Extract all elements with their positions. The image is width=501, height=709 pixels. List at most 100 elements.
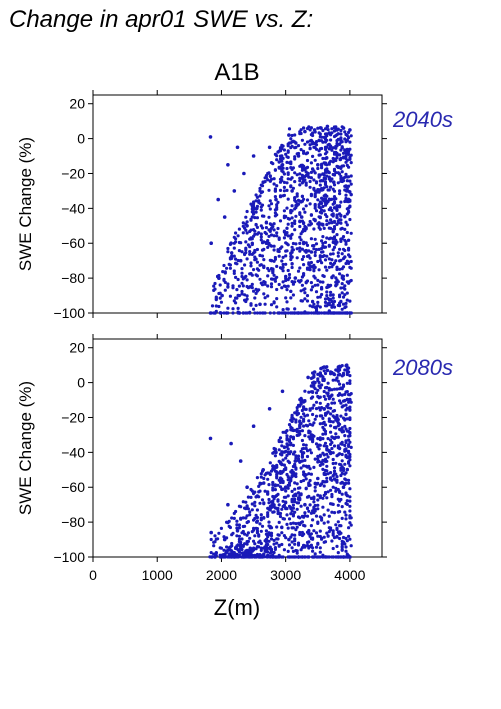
scatter-point bbox=[277, 160, 281, 164]
scatter-point bbox=[225, 520, 229, 524]
scatter-point bbox=[326, 520, 330, 524]
scatter-point bbox=[277, 553, 281, 558]
data-point bbox=[261, 468, 266, 472]
scatter-point bbox=[294, 474, 298, 479]
scatter-point bbox=[349, 231, 353, 235]
scatter-point bbox=[330, 478, 334, 482]
scatter-point bbox=[285, 181, 289, 185]
scatter-point bbox=[343, 284, 347, 288]
scatter-point bbox=[245, 220, 249, 224]
scatter-point bbox=[309, 176, 313, 180]
scatter-point bbox=[302, 242, 306, 246]
scatter-point bbox=[269, 202, 274, 206]
scatter-point bbox=[267, 471, 271, 475]
scatter-point bbox=[259, 208, 263, 212]
y-tick-label: −100 bbox=[53, 305, 85, 321]
scatter-point bbox=[214, 298, 218, 302]
scatter-point bbox=[295, 482, 299, 486]
scatter-point bbox=[281, 480, 285, 485]
scatter-point bbox=[348, 434, 352, 438]
scatter-point bbox=[239, 547, 243, 551]
scatter-point bbox=[278, 514, 283, 519]
scatter-point bbox=[326, 188, 330, 192]
scatter-point bbox=[276, 537, 280, 541]
scatter-point bbox=[264, 226, 268, 230]
scatter-point bbox=[314, 305, 319, 309]
scatter-point bbox=[314, 308, 319, 312]
scatter-point bbox=[296, 269, 301, 273]
data-point bbox=[238, 459, 243, 463]
scatter-point bbox=[313, 283, 317, 287]
scatter-point bbox=[254, 257, 258, 261]
scatter-point bbox=[318, 200, 322, 204]
scatter-point bbox=[308, 147, 312, 151]
scatter-point bbox=[329, 438, 333, 442]
scatter-point bbox=[294, 454, 298, 458]
data-point bbox=[322, 407, 327, 411]
scatter-point bbox=[249, 202, 253, 206]
scatter-point bbox=[314, 514, 319, 518]
data-point bbox=[280, 389, 285, 394]
scatter-point bbox=[344, 492, 348, 496]
scatter-point bbox=[245, 297, 249, 301]
scatter-point bbox=[323, 432, 328, 436]
scatter-point bbox=[331, 293, 335, 297]
data-point bbox=[303, 129, 307, 134]
scatter-point bbox=[321, 235, 325, 239]
scatter-point bbox=[245, 278, 249, 282]
data-point bbox=[335, 128, 339, 132]
scatter-point bbox=[336, 435, 340, 439]
scatter-point bbox=[339, 468, 343, 472]
scatter-point bbox=[334, 197, 338, 201]
scatter-point bbox=[299, 521, 303, 525]
scatter-point bbox=[234, 231, 238, 235]
scatter-point bbox=[287, 423, 292, 427]
scatter-point bbox=[322, 453, 326, 457]
scatter-point bbox=[269, 537, 274, 541]
scatter-point bbox=[339, 442, 343, 446]
scatter-point bbox=[264, 174, 268, 178]
scatter-point bbox=[344, 439, 348, 443]
scatter-point bbox=[318, 374, 322, 378]
data-point bbox=[258, 302, 262, 307]
scatter-point bbox=[281, 156, 285, 160]
data-point bbox=[224, 311, 229, 315]
scatter-point bbox=[314, 147, 319, 151]
scatter-point bbox=[343, 542, 347, 546]
scatter-point bbox=[322, 176, 326, 180]
scatter-point bbox=[335, 267, 339, 272]
scatter-point bbox=[285, 288, 289, 292]
scatter-point bbox=[345, 179, 349, 183]
scatter-point bbox=[284, 296, 288, 300]
scatter-point bbox=[299, 466, 303, 470]
scatter-point bbox=[343, 418, 347, 422]
scatter-point bbox=[299, 449, 303, 453]
scatter-point bbox=[347, 248, 351, 252]
scatter-point bbox=[343, 424, 347, 428]
scatter-point bbox=[266, 294, 270, 298]
scatter-point bbox=[284, 284, 288, 289]
scatter-point bbox=[345, 468, 349, 472]
scatter-point bbox=[282, 445, 286, 449]
scatter-point bbox=[284, 495, 288, 499]
scatter-point bbox=[343, 392, 347, 396]
scatter-point bbox=[320, 208, 324, 212]
scatter-point bbox=[327, 142, 331, 146]
scatter-point bbox=[336, 503, 340, 507]
scatter-point bbox=[299, 200, 303, 204]
scatter-point bbox=[340, 252, 344, 256]
scatter-point bbox=[280, 175, 284, 179]
scatter-point bbox=[327, 530, 331, 534]
scatter-point bbox=[303, 389, 307, 393]
scatter-point bbox=[347, 526, 351, 530]
scatter-point bbox=[344, 154, 348, 158]
scatter-point bbox=[320, 292, 324, 297]
scatter-point bbox=[262, 552, 266, 556]
scatter-point bbox=[258, 277, 262, 281]
scatter-point bbox=[316, 188, 320, 192]
scatter-point bbox=[304, 487, 308, 491]
data-point bbox=[348, 398, 352, 402]
data-point bbox=[217, 276, 221, 280]
scatter-point bbox=[331, 302, 335, 306]
scatter-point bbox=[321, 156, 325, 161]
